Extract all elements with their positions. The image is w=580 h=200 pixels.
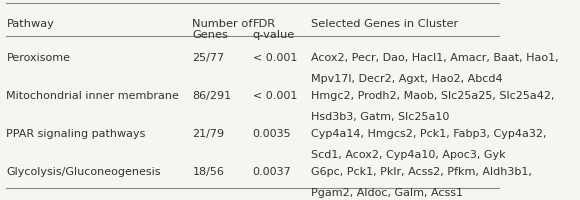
Text: < 0.001: < 0.001 [253, 53, 297, 63]
Text: Selected Genes in Cluster: Selected Genes in Cluster [310, 19, 458, 29]
Text: Scd1, Acox2, Cyp4a10, Apoc3, Gyk: Scd1, Acox2, Cyp4a10, Apoc3, Gyk [310, 150, 505, 160]
Text: G6pc, Pck1, Pklr, Acss2, Pfkm, Aldh3b1,: G6pc, Pck1, Pklr, Acss2, Pfkm, Aldh3b1, [310, 167, 531, 177]
Text: 0.0037: 0.0037 [253, 167, 292, 177]
Text: 21/79: 21/79 [193, 129, 224, 139]
Text: Mpv17l, Decr2, Agxt, Hao2, Abcd4: Mpv17l, Decr2, Agxt, Hao2, Abcd4 [310, 74, 502, 84]
Text: 18/56: 18/56 [193, 167, 224, 177]
Text: 86/291: 86/291 [193, 91, 231, 101]
Text: Glycolysis/Gluconeogenesis: Glycolysis/Gluconeogenesis [6, 167, 161, 177]
Text: 0.0035: 0.0035 [253, 129, 291, 139]
Text: Number of
Genes: Number of Genes [193, 19, 253, 40]
Text: Peroxisome: Peroxisome [6, 53, 70, 63]
Text: Pgam2, Aldoc, Galm, Acss1: Pgam2, Aldoc, Galm, Acss1 [310, 188, 462, 198]
Text: Cyp4a14, Hmgcs2, Pck1, Fabp3, Cyp4a32,: Cyp4a14, Hmgcs2, Pck1, Fabp3, Cyp4a32, [310, 129, 546, 139]
Text: Mitochondrial inner membrane: Mitochondrial inner membrane [6, 91, 179, 101]
Text: FDR
q-value: FDR q-value [253, 19, 295, 40]
Text: Hsd3b3, Gatm, Slc25a10: Hsd3b3, Gatm, Slc25a10 [310, 112, 449, 122]
Text: Acox2, Pecr, Dao, Hacl1, Amacr, Baat, Hao1,: Acox2, Pecr, Dao, Hacl1, Amacr, Baat, Ha… [310, 53, 558, 63]
Text: Pathway: Pathway [6, 19, 55, 29]
Text: Hmgc2, Prodh2, Maob, Slc25a25, Slc25a42,: Hmgc2, Prodh2, Maob, Slc25a25, Slc25a42, [310, 91, 554, 101]
Text: 25/77: 25/77 [193, 53, 224, 63]
Text: PPAR signaling pathways: PPAR signaling pathways [6, 129, 146, 139]
Text: < 0.001: < 0.001 [253, 91, 297, 101]
